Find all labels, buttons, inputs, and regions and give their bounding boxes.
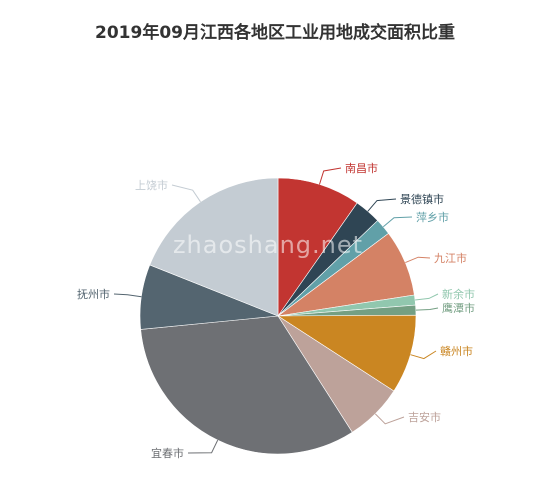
pie-label-8: 吉安市 — [408, 410, 441, 424]
pie-slices — [139, 177, 417, 455]
leader-line-2 — [367, 198, 397, 212]
pie-slice-1[interactable] — [277, 177, 358, 317]
pie-slice-7[interactable] — [276, 314, 417, 392]
pie-label-2: 景德镇市 — [400, 192, 444, 206]
pie-label-4: 九江市 — [434, 251, 467, 265]
leader-line-1 — [319, 167, 342, 185]
pie-label-11: 上饶市 — [135, 178, 168, 192]
pie-label-1: 南昌市 — [345, 161, 378, 175]
leader-line-8 — [374, 413, 405, 425]
chart-title: 2019年09月江西各地区工业用地成交面积比重 — [95, 23, 455, 43]
pie-label-9: 宜春市 — [151, 446, 184, 460]
leader-line-10 — [113, 293, 142, 298]
pie-label-10: 抚州市 — [77, 287, 110, 301]
pie-label-6: 鹰潭市 — [442, 301, 475, 315]
leader-line-7 — [410, 350, 437, 360]
leader-line-9 — [187, 439, 219, 454]
leader-line-4 — [405, 256, 431, 264]
pie-label-5: 新余市 — [442, 287, 475, 301]
pie-slice-11[interactable] — [149, 177, 279, 317]
leader-line-11 — [171, 184, 201, 203]
pie-label-3: 萍乡市 — [416, 210, 449, 224]
leader-line-3 — [382, 216, 413, 228]
label-leader-lines — [113, 167, 439, 454]
leader-line-5 — [415, 293, 439, 301]
watermark-text: zhaoshang.net — [173, 231, 363, 259]
leader-line-6 — [415, 307, 439, 311]
pie-label-7: 赣州市 — [440, 344, 473, 358]
pie-slice-9[interactable] — [140, 315, 353, 455]
